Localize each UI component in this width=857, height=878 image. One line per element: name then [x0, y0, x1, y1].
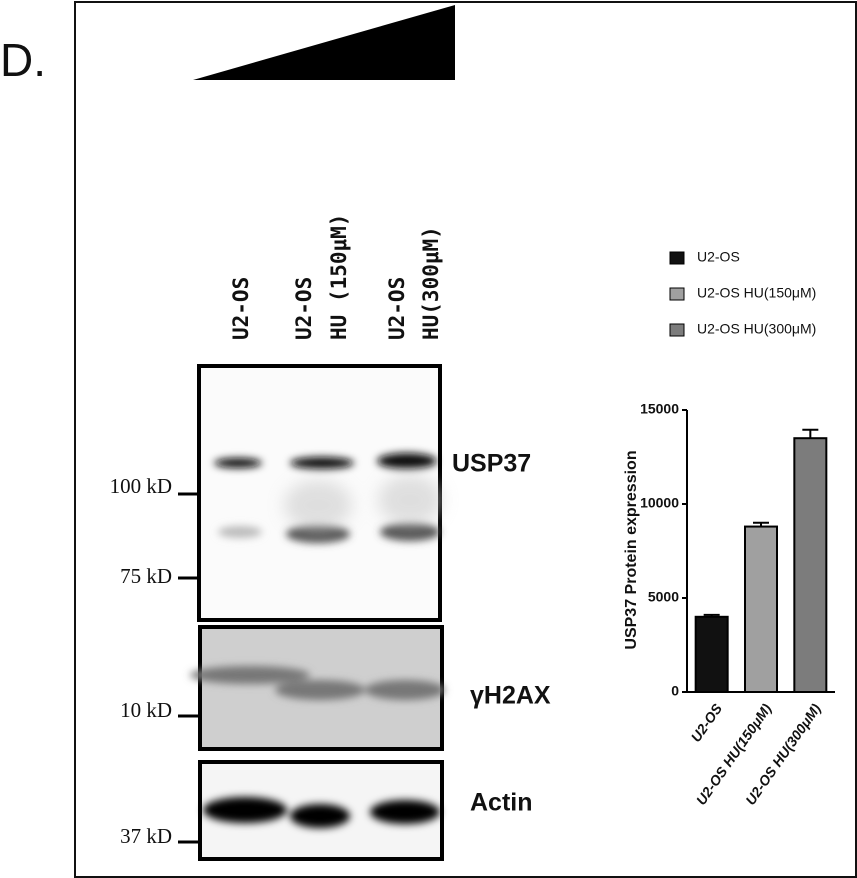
blot-label: USP37 — [452, 450, 531, 478]
lane-label: HU (150μM) — [327, 214, 351, 340]
bar — [793, 437, 828, 694]
lane-label: U2-OS — [385, 277, 409, 340]
marker-label: 37 kD — [120, 824, 172, 848]
legend-swatch — [669, 323, 685, 337]
marker-label: 75 kD — [120, 564, 172, 588]
blot-label: Actin — [470, 789, 533, 817]
error-bar — [753, 521, 769, 527]
dose-triangle — [193, 5, 455, 80]
lane-label: U2-OS — [292, 277, 316, 340]
marker-label: 10 kD — [120, 698, 172, 722]
error-bar — [802, 428, 819, 439]
legend-label: U2-OS HU(150μM) — [697, 285, 816, 301]
blot-label: γH2AX — [470, 682, 551, 710]
lane-label: HU(300μM) — [419, 226, 443, 340]
bar — [744, 525, 778, 693]
legend-swatch — [669, 251, 685, 265]
y-tick-label: 5000 — [648, 589, 679, 605]
y-axis-label: USP37 Protein expression — [623, 450, 640, 649]
x-tick-label: U2-OS — [688, 700, 726, 745]
marker-label: 100 kD — [110, 474, 172, 498]
legend-label: U2-OS — [697, 249, 740, 265]
legend-label: U2-OS HU(300μM) — [697, 321, 816, 337]
y-tick-label: 15000 — [640, 401, 679, 417]
bar — [694, 615, 729, 693]
panel-border — [74, 1, 857, 878]
legend-swatch — [669, 287, 685, 301]
y-tick-label: 0 — [671, 683, 679, 699]
panel-label: D. — [0, 34, 46, 86]
error-bar — [703, 613, 720, 617]
lane-label: U2-OS — [229, 277, 253, 340]
y-tick-label: 10000 — [640, 495, 679, 511]
